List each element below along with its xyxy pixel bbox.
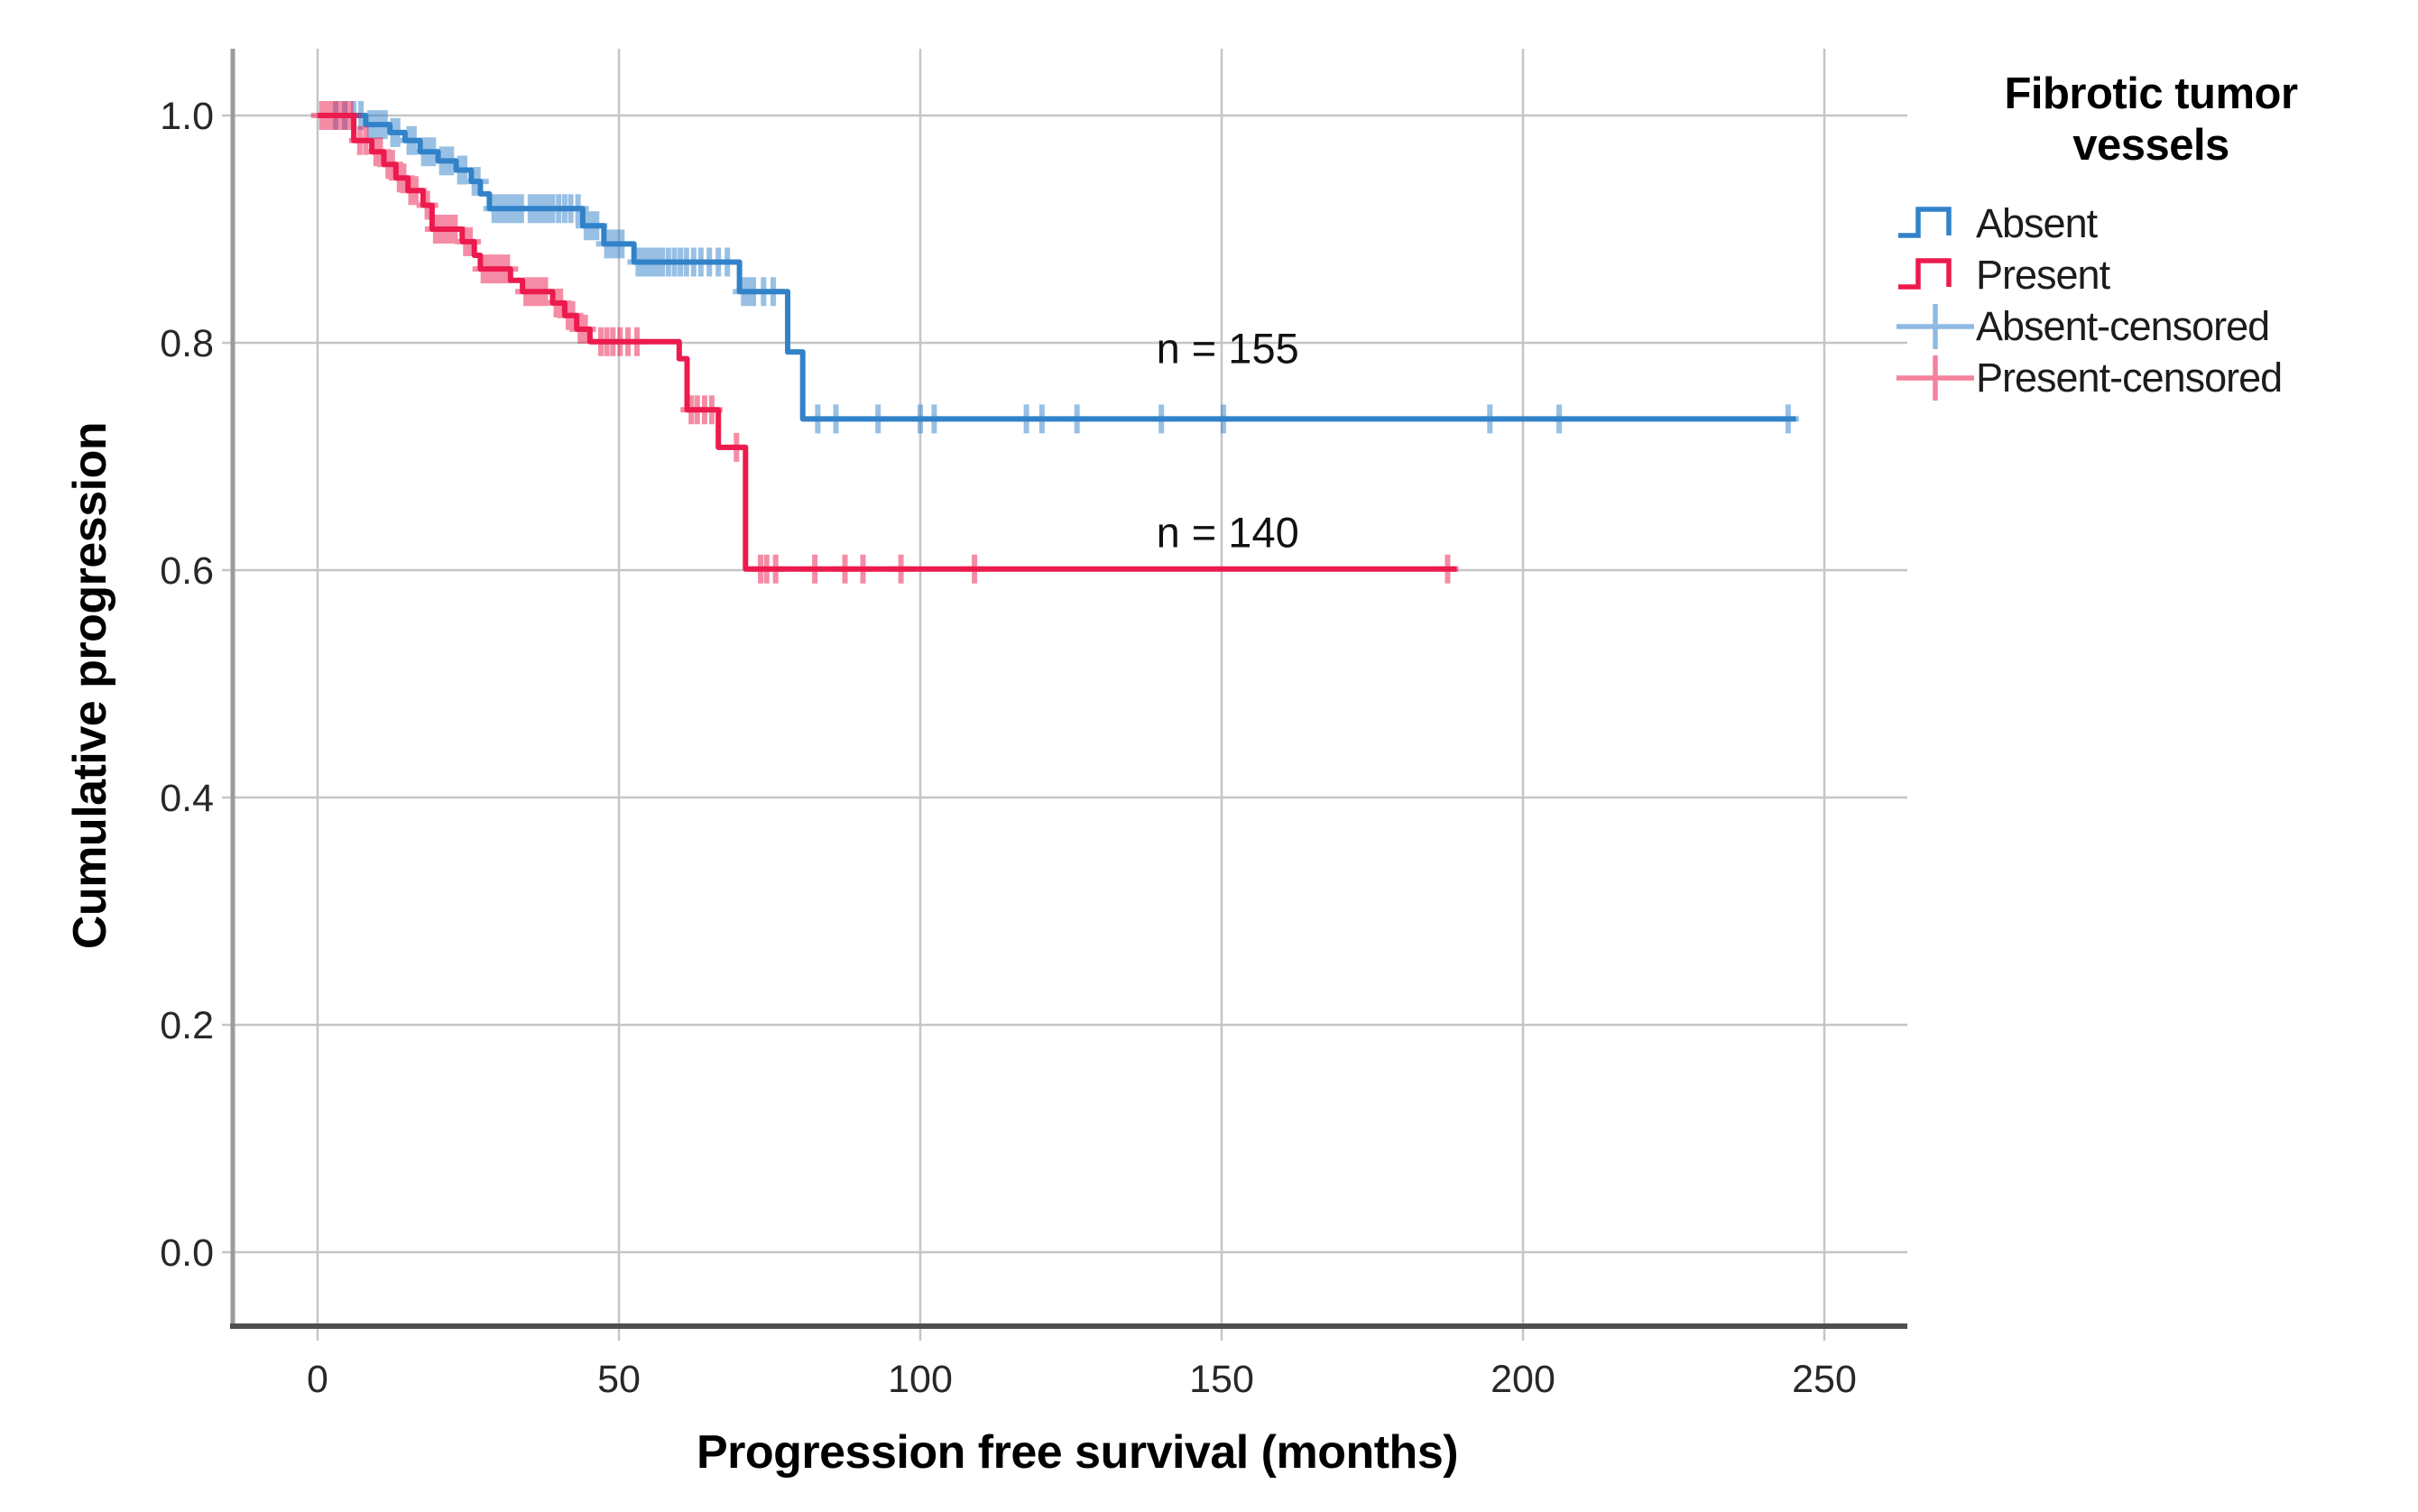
legend-label-present: Present	[1976, 251, 2110, 298]
annotation-present-count: n = 140	[1157, 508, 1299, 556]
x-tick-label: 0	[307, 1358, 328, 1401]
y-tick-label: 0.2	[160, 1004, 214, 1047]
y-tick-label: 0.4	[160, 777, 214, 820]
y-tick-label: 0.8	[160, 322, 214, 365]
legend-item-present-censored: Present-censored	[1895, 352, 2407, 403]
legend-label-absent-censored: Absent-censored	[1976, 302, 2270, 349]
legend-item-present: Present	[1895, 249, 2407, 300]
x-tick-label: 100	[888, 1358, 953, 1401]
y-tick-label: 1.0	[160, 95, 214, 138]
legend-label-present-censored: Present-censored	[1976, 354, 2283, 401]
x-tick-label: 250	[1792, 1358, 1857, 1401]
legend-items: Absent Present Absent-censored Present-c…	[1895, 198, 2407, 403]
censored-plus-icon	[1897, 355, 1974, 401]
x-tick-label: 200	[1490, 1358, 1555, 1401]
legend-title-line2: vessels	[2072, 121, 2229, 170]
x-axis-title: Progression free survival (months)	[696, 1426, 1459, 1479]
legend-title-line1: Fibrotic tumor	[2004, 69, 2298, 118]
legend-label-absent: Absent	[1976, 199, 2098, 246]
x-tick-label: 150	[1189, 1358, 1254, 1401]
legend-item-absent-censored: Absent-censored	[1895, 300, 2407, 352]
censor-marks-present	[310, 101, 1459, 584]
y-axis-title: Cumulative progression	[64, 421, 116, 950]
survival-curve-absent	[318, 113, 1796, 422]
legend: Fibrotic tumor vessels Absent Present	[1895, 69, 2407, 403]
step-line-icon	[1898, 257, 1952, 290]
annotation-absent-count: n = 155	[1157, 324, 1299, 372]
legend-item-absent: Absent	[1895, 198, 2407, 249]
censor-marks-absent	[325, 101, 1799, 434]
legend-title: Fibrotic tumor vessels	[1895, 69, 2407, 171]
step-line-icon	[1898, 206, 1952, 238]
y-tick-label: 0.0	[160, 1231, 214, 1275]
censored-plus-icon	[1897, 303, 1974, 349]
y-tick-label: 0.6	[160, 549, 214, 593]
x-tick-label: 50	[597, 1358, 641, 1401]
